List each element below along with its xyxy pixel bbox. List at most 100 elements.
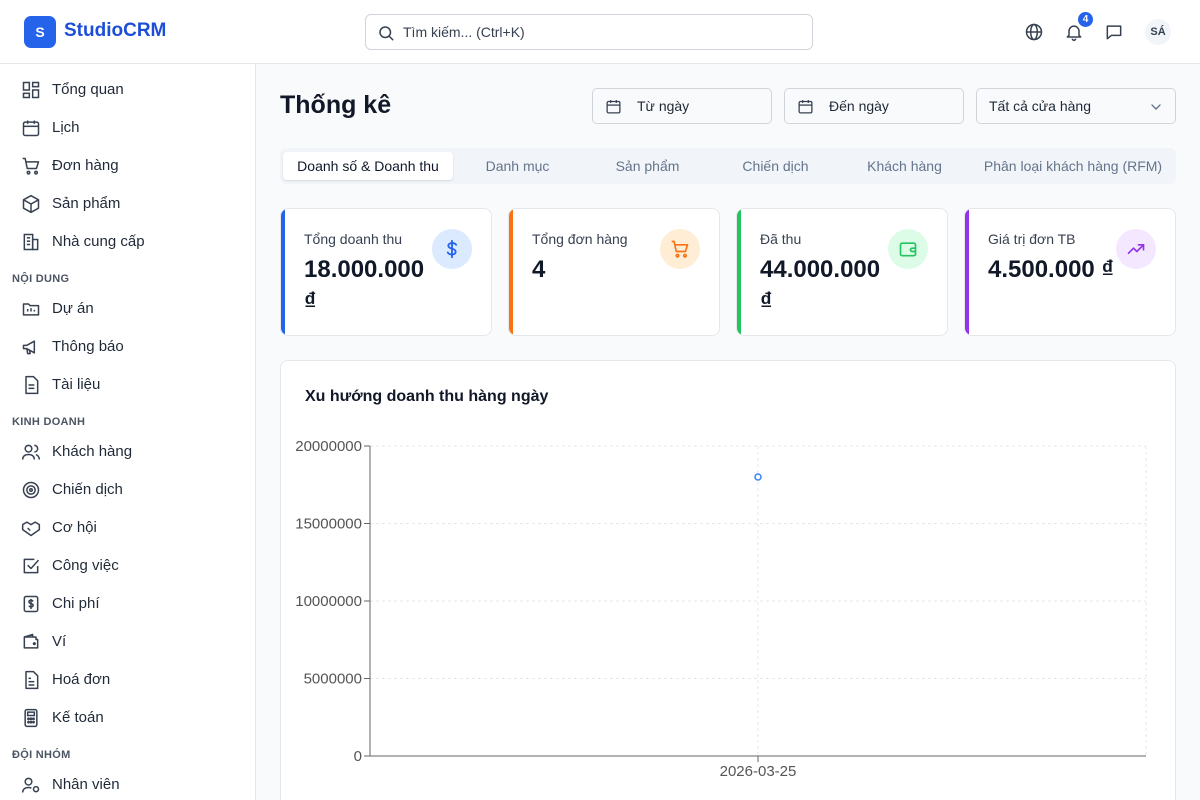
y-tick-label: 20000000 (295, 438, 362, 455)
sidebar-item-expenses[interactable]: Chi phí (0, 586, 256, 622)
data-point (754, 473, 762, 481)
globe-icon[interactable] (1024, 22, 1044, 42)
sidebar-item-label: Sản phẩm (52, 195, 121, 212)
building-icon (23, 233, 39, 251)
y-tick-label: 10000000 (295, 593, 362, 610)
bell-icon[interactable] (1064, 22, 1084, 42)
sidebar-item-products[interactable]: Sản phẩm (0, 186, 256, 222)
sidebar-item-announcements[interactable]: Thông báo (0, 329, 256, 365)
calculator-icon (24, 708, 38, 728)
sidebar-item-wallet[interactable]: Ví (0, 624, 256, 660)
dollar-icon (23, 595, 39, 613)
card-accent-bar (737, 209, 741, 335)
store-select[interactable]: Tất cả cửa hàng (976, 88, 1176, 124)
x-tick-label: 2026-03-25 (720, 763, 797, 780)
search-input[interactable]: Tìm kiếm... (Ctrl+K) (365, 14, 813, 50)
from-date-picker[interactable]: Từ ngày (592, 88, 772, 124)
stat-title: Tổng đơn hàng (532, 231, 628, 247)
sidebar-item-label: Hoá đơn (52, 671, 111, 688)
store-select-value: Tất cả cửa hàng (989, 98, 1091, 114)
section-title: NỘI DUNG (12, 273, 70, 285)
sidebar-item-staff[interactable]: Nhân viên (0, 767, 256, 800)
logo-badge[interactable]: S (24, 16, 56, 48)
sidebar: Tổng quan Lịch Đơn hàng Sản phẩm Nhà cun… (0, 64, 256, 800)
to-date-label: Đến ngày (829, 98, 889, 114)
card-accent-bar (281, 209, 285, 335)
sidebar-item-orders[interactable]: Đơn hàng (0, 148, 256, 184)
chevron-down-icon (1151, 104, 1161, 110)
target-icon (22, 481, 40, 499)
stat-value: 4.500.000 ₫ (988, 256, 1114, 283)
wallet-icon (899, 242, 917, 257)
sidebar-item-overview[interactable]: Tổng quan (0, 72, 256, 108)
sidebar-item-calendar[interactable]: Lịch (0, 110, 256, 146)
sidebar-item-label: Kế toán (52, 709, 104, 726)
sidebar-item-label: Công việc (52, 557, 119, 574)
calendar-icon (606, 100, 621, 114)
avatar[interactable]: SÁ (1145, 19, 1171, 45)
section-title: KINH DOANH (12, 416, 86, 428)
tab-categories[interactable]: Danh mục (485, 158, 550, 174)
sidebar-item-opportunities[interactable]: Cơ hội (0, 510, 256, 546)
sidebar-item-label: Lịch (52, 119, 80, 136)
sidebar-item-suppliers[interactable]: Nhà cung cấp (0, 224, 256, 260)
page-title: Thống kê (280, 91, 392, 119)
stat-card-collected: Đã thu 44.000.000 ₫ (736, 208, 948, 336)
to-date-picker[interactable]: Đến ngày (784, 88, 964, 124)
stats-tabs: Doanh số & Doanh thu Danh mục Sản phẩm C… (280, 148, 1176, 184)
top-header: S StudioCRM Tìm kiếm... (Ctrl+K) 4 SÁ (0, 0, 1200, 64)
stat-value: 4 (532, 256, 546, 283)
wallet-icon (23, 633, 39, 649)
notification-badge: 4 (1077, 11, 1094, 28)
revenue-line-chart: 0 5000000 10000000 15000000 20000000 2026-03-… (295, 438, 1147, 780)
sidebar-item-accounting[interactable]: Kế toán (0, 700, 256, 736)
tab-products[interactable]: Sản phẩm (615, 158, 680, 174)
stat-icon-circle (888, 229, 928, 269)
stat-icon-circle (1116, 229, 1156, 269)
sidebar-item-campaigns[interactable]: Chiến dịch (0, 472, 256, 508)
cart-icon (671, 240, 689, 258)
from-date-label: Từ ngày (637, 98, 690, 114)
tab-campaigns[interactable]: Chiến dịch (742, 158, 809, 174)
sidebar-item-label: Tổng quan (52, 81, 124, 98)
sidebar-item-customers[interactable]: Khách hàng (0, 434, 256, 470)
sidebar-item-label: Dự án (52, 300, 94, 317)
card-accent-bar (509, 209, 513, 335)
calendar-icon (798, 100, 813, 114)
file-icon (25, 375, 39, 395)
handshake-icon (21, 521, 41, 537)
invoice-icon (25, 670, 39, 690)
search-icon (379, 26, 394, 41)
tab-customers[interactable]: Khách hàng (867, 158, 942, 174)
sidebar-item-label: Chiến dịch (52, 481, 123, 498)
stat-value: 44.000.000 ₫ (760, 256, 881, 315)
check-square-icon (23, 558, 40, 574)
user-cog-icon (21, 777, 40, 793)
chart-title: Xu hướng doanh thu hàng ngày (305, 388, 549, 405)
stat-card-total-revenue: Tổng doanh thu 18.000.000 ₫ (280, 208, 492, 336)
y-tick-label: 0 (354, 748, 362, 765)
trending-up-icon (1127, 244, 1145, 254)
section-title: ĐỘI NHÓM (12, 749, 71, 761)
sidebar-item-label: Nhân viên (52, 776, 120, 793)
stat-card-avg-order-value: Giá trị đơn TB 4.500.000 ₫ (964, 208, 1176, 336)
cart-icon (22, 157, 40, 175)
stat-icon-circle (660, 229, 700, 269)
package-icon (22, 194, 40, 214)
sidebar-item-projects[interactable]: Dự án (0, 291, 256, 327)
sidebar-item-documents[interactable]: Tài liệu (0, 367, 256, 403)
sidebar-item-label: Nhà cung cấp (52, 233, 145, 250)
app-name[interactable]: StudioCRM (64, 20, 167, 41)
grid-icon (22, 81, 40, 99)
stat-title: Tổng doanh thu (304, 231, 403, 247)
sidebar-item-tasks[interactable]: Công việc (0, 548, 256, 584)
stat-card-total-orders: Tổng đơn hàng 4 (508, 208, 720, 336)
tab-sales-revenue[interactable]: Doanh số & Doanh thu (283, 152, 453, 180)
stat-title: Giá trị đơn TB (988, 231, 1076, 247)
search-placeholder: Tìm kiếm... (Ctrl+K) (403, 24, 525, 40)
message-icon[interactable] (1104, 22, 1124, 42)
tab-rfm[interactable]: Phân loại khách hàng (RFM) (983, 158, 1163, 174)
revenue-trend-card: Xu hướng doanh thu hàng ngày 0 5000000 100… (280, 360, 1176, 800)
sidebar-item-invoices[interactable]: Hoá đơn (0, 662, 256, 698)
dollar-icon (446, 239, 458, 259)
